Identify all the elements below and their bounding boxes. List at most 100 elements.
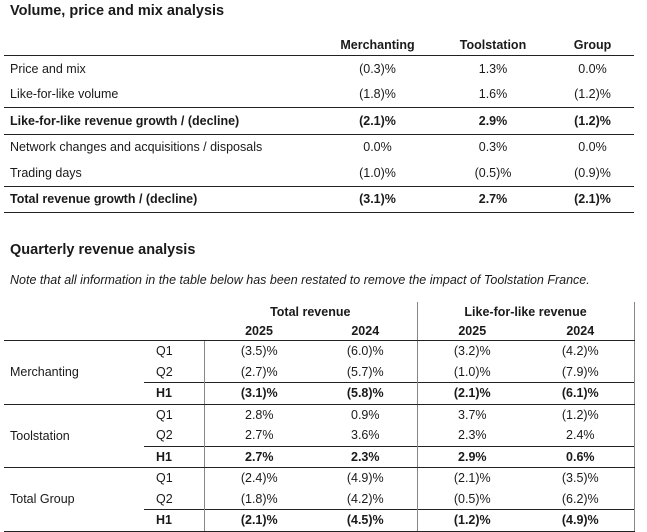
period-label: Q2 bbox=[156, 364, 173, 379]
cell-value: (2.1)% bbox=[453, 471, 491, 486]
table-row-total: Total revenue growth / (decline) (3.1)% … bbox=[4, 185, 634, 213]
table-row: Price and mix (0.3)% 1.3% 0.0% bbox=[4, 56, 634, 82]
restatement-note: Note that all information in the table b… bbox=[10, 273, 590, 287]
header-spacer bbox=[144, 322, 204, 341]
table-row-h1: H1 (3.1)% (5.8)% (2.1)% (6.1)% bbox=[4, 382, 635, 405]
cell-value: (1.2)% bbox=[551, 107, 634, 135]
cell-value: 2.9% bbox=[435, 107, 551, 135]
cell-value: 0.0% bbox=[578, 61, 607, 76]
segment-label-total-group: Total Group bbox=[4, 467, 144, 532]
cell-value: 2.4% bbox=[527, 425, 635, 446]
cell-value: (5.7)% bbox=[314, 361, 418, 383]
cell-value: 2.9% bbox=[417, 445, 528, 468]
cell-value: (1.0)% bbox=[453, 364, 491, 379]
cell-value: 2.7% bbox=[203, 425, 314, 446]
cell-value: (6.0)% bbox=[314, 340, 418, 362]
table-row: Q2 2.7% 3.6% 2.3% 2.4% bbox=[4, 425, 635, 446]
cell-value: (6.2)% bbox=[527, 488, 635, 510]
year-header: 2025 bbox=[204, 322, 314, 341]
cell-value: (2.4)% bbox=[203, 467, 314, 489]
cell-value: (1.8)% bbox=[359, 87, 396, 102]
cell-value: (2.7)% bbox=[203, 361, 314, 383]
table-row-h1: H1 (2.1)% (4.5)% (1.2)% (4.9)% bbox=[4, 509, 635, 532]
period-label: Q1 bbox=[156, 407, 173, 422]
volume-section-title: Volume, price and mix analysis bbox=[10, 3, 225, 19]
table-row-h1: H1 2.7% 2.3% 2.9% 0.6% bbox=[4, 445, 635, 468]
cell-value: (1.2)% bbox=[417, 509, 528, 532]
cell-value: 3.6% bbox=[314, 425, 418, 446]
period-label: Q1 bbox=[156, 344, 173, 359]
cell-value: (2.1)% bbox=[417, 382, 528, 405]
cell-value: 0.0% bbox=[578, 140, 607, 155]
period-label: Q2 bbox=[156, 428, 173, 443]
header-spacer bbox=[4, 322, 144, 341]
row-label: Like-for-like volume bbox=[10, 87, 119, 102]
table-row-subtotal: Like-for-like revenue growth / (decline)… bbox=[4, 107, 634, 135]
cell-value: (1.2)% bbox=[527, 404, 635, 425]
year-header: 2024 bbox=[314, 322, 418, 341]
cell-value: (3.5)% bbox=[527, 467, 635, 489]
column-header-merchanting: Merchanting bbox=[320, 34, 435, 56]
cell-value: 0.9% bbox=[314, 404, 418, 425]
cell-value: 2.7% bbox=[435, 185, 551, 213]
cell-value: (4.2)% bbox=[527, 340, 635, 362]
cell-value: (3.2)% bbox=[453, 344, 491, 359]
cell-value: 2.8% bbox=[203, 404, 314, 425]
cell-value: 3.7% bbox=[458, 407, 487, 422]
cell-value: (3.1)% bbox=[203, 382, 314, 405]
column-header-label bbox=[4, 34, 320, 56]
period-label: Q2 bbox=[156, 491, 173, 506]
cell-value: (4.2)% bbox=[314, 488, 418, 510]
cell-value: (0.5)% bbox=[453, 491, 491, 506]
cell-value: 2.3% bbox=[314, 445, 418, 468]
cell-value: (2.1)% bbox=[320, 107, 435, 135]
quarterly-section-title: Quarterly revenue analysis bbox=[10, 242, 196, 258]
cell-value: 0.3% bbox=[478, 140, 508, 155]
header-spacer bbox=[144, 302, 204, 322]
year-header: 2024 bbox=[527, 322, 635, 341]
cell-value: 0.0% bbox=[363, 140, 392, 155]
row-label: Price and mix bbox=[10, 61, 86, 76]
table-row: Q2 (2.7)% (5.7)% (1.0)% (7.9)% bbox=[4, 361, 635, 383]
cell-value: (1.0)% bbox=[359, 165, 396, 180]
cell-value: (2.1)% bbox=[203, 509, 314, 532]
table-row: Merchanting Q1 (3.5)% (6.0)% (3.2)% (4.2… bbox=[4, 340, 635, 405]
period-label: Q1 bbox=[156, 471, 173, 486]
cell-value: (1.2)% bbox=[574, 87, 611, 102]
group-header-total-revenue: Total revenue bbox=[204, 302, 418, 322]
cell-value: (4.9)% bbox=[527, 509, 635, 532]
row-label: Network changes and acquisitions / dispo… bbox=[10, 140, 263, 155]
cell-value: (0.9)% bbox=[574, 165, 611, 180]
volume-price-mix-table: Merchanting Toolstation Group Price and … bbox=[4, 34, 634, 213]
cell-value: (0.3)% bbox=[359, 61, 396, 76]
cell-value: (3.5)% bbox=[203, 340, 314, 362]
row-label: Total revenue growth / (decline) bbox=[4, 185, 320, 213]
table-row: Toolstation Q1 2.8% 0.9% 3.7% (1.2)% bbox=[4, 404, 635, 468]
table-row: Network changes and acquisitions / dispo… bbox=[4, 134, 634, 160]
column-header-toolstation: Toolstation bbox=[435, 34, 551, 56]
cell-value: (2.1)% bbox=[551, 185, 634, 213]
cell-value: (6.1)% bbox=[527, 382, 635, 405]
cell-value: (5.8)% bbox=[314, 382, 418, 405]
cell-value: (3.1)% bbox=[320, 185, 435, 213]
cell-value: (7.9)% bbox=[527, 361, 635, 383]
table-row: Q2 (1.8)% (4.2)% (0.5)% (6.2)% bbox=[4, 488, 635, 510]
cell-value: 2.3% bbox=[458, 428, 487, 443]
period-label: H1 bbox=[144, 445, 204, 468]
segment-label-merchanting: Merchanting bbox=[4, 340, 144, 405]
cell-value: 1.3% bbox=[478, 61, 508, 76]
period-label: H1 bbox=[144, 509, 204, 532]
year-header: 2025 bbox=[417, 322, 528, 341]
cell-value: 0.6% bbox=[527, 445, 635, 468]
cell-value: (4.5)% bbox=[314, 509, 418, 532]
cell-value: 2.7% bbox=[203, 445, 314, 468]
column-header-group: Group bbox=[551, 34, 634, 56]
row-label: Like-for-like revenue growth / (decline) bbox=[4, 107, 320, 135]
segment-label-toolstation: Toolstation bbox=[4, 404, 144, 468]
period-label: H1 bbox=[144, 382, 204, 405]
group-header-lfl-revenue: Like-for-like revenue bbox=[417, 302, 635, 322]
cell-value: (4.9)% bbox=[314, 467, 418, 489]
row-label: Trading days bbox=[10, 165, 82, 180]
table-row: Trading days (1.0)% (0.5)% (0.9)% bbox=[4, 160, 634, 186]
cell-value: 1.6% bbox=[478, 87, 508, 102]
